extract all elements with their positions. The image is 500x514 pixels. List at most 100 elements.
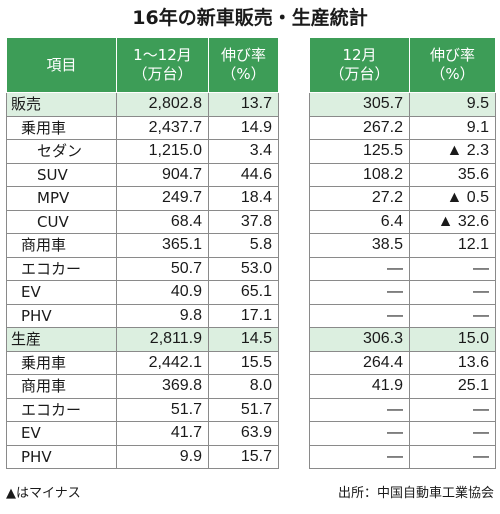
annual-growth: 37.8	[208, 209, 279, 234]
december-value: 38.5	[309, 233, 410, 258]
table-row: 販売 2,802.8 13.7	[6, 92, 279, 117]
footnote-source: 出所：中国自動車工業協会	[337, 486, 494, 501]
table-row: 6.4 ▲ 32.6	[309, 209, 496, 234]
december-growth: 35.6	[409, 162, 496, 187]
december-value: 108.2	[309, 162, 410, 187]
header-december-growth: 伸び率 （%）	[409, 37, 496, 93]
row-label: PHV	[6, 303, 117, 328]
annual-growth: 17.1	[208, 303, 279, 328]
table-row: 125.5 ▲ 2.3	[309, 139, 496, 164]
annual-growth: 14.9	[208, 115, 279, 140]
annual-value: 40.9	[116, 280, 209, 305]
row-label: 商用車	[6, 233, 117, 258]
annual-stats-table: 項目 1～12月 （万台） 伸び率 （%） 販売 2,802.8 13.7 乗用車 2,43…	[6, 37, 279, 469]
table-row: 41.9 25.1	[309, 374, 496, 399]
annual-value: 2,811.9	[116, 327, 209, 352]
table-row: エコカー 50.7 53.0	[6, 256, 279, 281]
table-row: PHV 9.9 15.7	[6, 444, 279, 469]
annual-value: 365.1	[116, 233, 209, 258]
december-growth: ―	[409, 303, 496, 328]
row-label: 販売	[6, 92, 117, 117]
annual-value: 1,215.0	[116, 139, 209, 164]
row-label: エコカー	[6, 256, 117, 281]
december-stats-table: 12月 （万台） 伸び率 （%） 305.7 9.5 267.2 9.1 125.5 ▲ 2.…	[309, 37, 496, 469]
annual-growth: 65.1	[208, 280, 279, 305]
row-label: 生産	[6, 327, 117, 352]
annual-growth: 44.6	[208, 162, 279, 187]
header-annual: 1～12月 （万台）	[116, 37, 209, 93]
annual-value: 9.8	[116, 303, 209, 328]
december-value: ―	[309, 397, 410, 422]
table-row: 264.4 13.6	[309, 350, 496, 375]
december-growth: ―	[409, 444, 496, 469]
row-label: MPV	[6, 186, 117, 211]
annual-value: 2,437.7	[116, 115, 209, 140]
december-value: 41.9	[309, 374, 410, 399]
table-row: ― ―	[309, 444, 496, 469]
annual-growth: 51.7	[208, 397, 279, 422]
annual-growth: 15.5	[208, 350, 279, 375]
december-value: ―	[309, 256, 410, 281]
annual-growth: 8.0	[208, 374, 279, 399]
row-label: EV	[6, 280, 117, 305]
table-row: 27.2 ▲ 0.5	[309, 186, 496, 211]
table-row: 乗用車 2,437.7 14.9	[6, 115, 279, 140]
row-label: エコカー	[6, 397, 117, 422]
annual-growth: 53.0	[208, 256, 279, 281]
table-row: CUV 68.4 37.8	[6, 209, 279, 234]
annual-value: 68.4	[116, 209, 209, 234]
annual-growth: 14.5	[208, 327, 279, 352]
december-value: 125.5	[309, 139, 410, 164]
december-growth: ▲ 2.3	[409, 139, 496, 164]
december-growth: ―	[409, 421, 496, 446]
december-value: 264.4	[309, 350, 410, 375]
december-value: ―	[309, 280, 410, 305]
annual-growth: 63.9	[208, 421, 279, 446]
annual-value: 50.7	[116, 256, 209, 281]
december-value: 267.2	[309, 115, 410, 140]
table-row: 商用車 369.8 8.0	[6, 374, 279, 399]
row-label: EV	[6, 421, 117, 446]
december-value: ―	[309, 444, 410, 469]
table-row: エコカー 51.7 51.7	[6, 397, 279, 422]
annual-growth: 5.8	[208, 233, 279, 258]
table-row: EV 40.9 65.1	[6, 280, 279, 305]
annual-growth: 18.4	[208, 186, 279, 211]
december-value: 27.2	[309, 186, 410, 211]
december-value: 306.3	[309, 327, 410, 352]
december-value: ―	[309, 303, 410, 328]
annual-growth: 13.7	[208, 92, 279, 117]
table-row: MPV 249.7 18.4	[6, 186, 279, 211]
table-row: 38.5 12.1	[309, 233, 496, 258]
december-growth: ―	[409, 256, 496, 281]
december-value: 6.4	[309, 209, 410, 234]
table-row: ― ―	[309, 280, 496, 305]
december-growth: 9.1	[409, 115, 496, 140]
header-row: 12月 （万台） 伸び率 （%）	[309, 37, 496, 93]
annual-growth: 3.4	[208, 139, 279, 164]
table-row: 乗用車 2,442.1 15.5	[6, 350, 279, 375]
row-label: CUV	[6, 209, 117, 234]
header-annual-growth: 伸び率 （%）	[208, 37, 279, 93]
table-row: ― ―	[309, 421, 496, 446]
row-label: 乗用車	[6, 115, 117, 140]
annual-value: 249.7	[116, 186, 209, 211]
december-growth: 15.0	[409, 327, 496, 352]
december-growth: ―	[409, 397, 496, 422]
december-growth: ▲ 0.5	[409, 186, 496, 211]
annual-value: 2,802.8	[116, 92, 209, 117]
december-growth: 9.5	[409, 92, 496, 117]
footnote-minus-legend: ▲はマイナス	[6, 486, 81, 501]
table-row: EV 41.7 63.9	[6, 421, 279, 446]
table-row: ― ―	[309, 303, 496, 328]
table-row: 267.2 9.1	[309, 115, 496, 140]
december-growth: ▲ 32.6	[409, 209, 496, 234]
table-row: ― ―	[309, 256, 496, 281]
table-title: 16年の新車販売・生産統計	[132, 7, 368, 29]
december-value: 305.7	[309, 92, 410, 117]
header-item: 項目	[6, 37, 117, 93]
annual-value: 904.7	[116, 162, 209, 187]
header-december: 12月 （万台）	[309, 37, 410, 93]
table-row: SUV 904.7 44.6	[6, 162, 279, 187]
december-value: ―	[309, 421, 410, 446]
